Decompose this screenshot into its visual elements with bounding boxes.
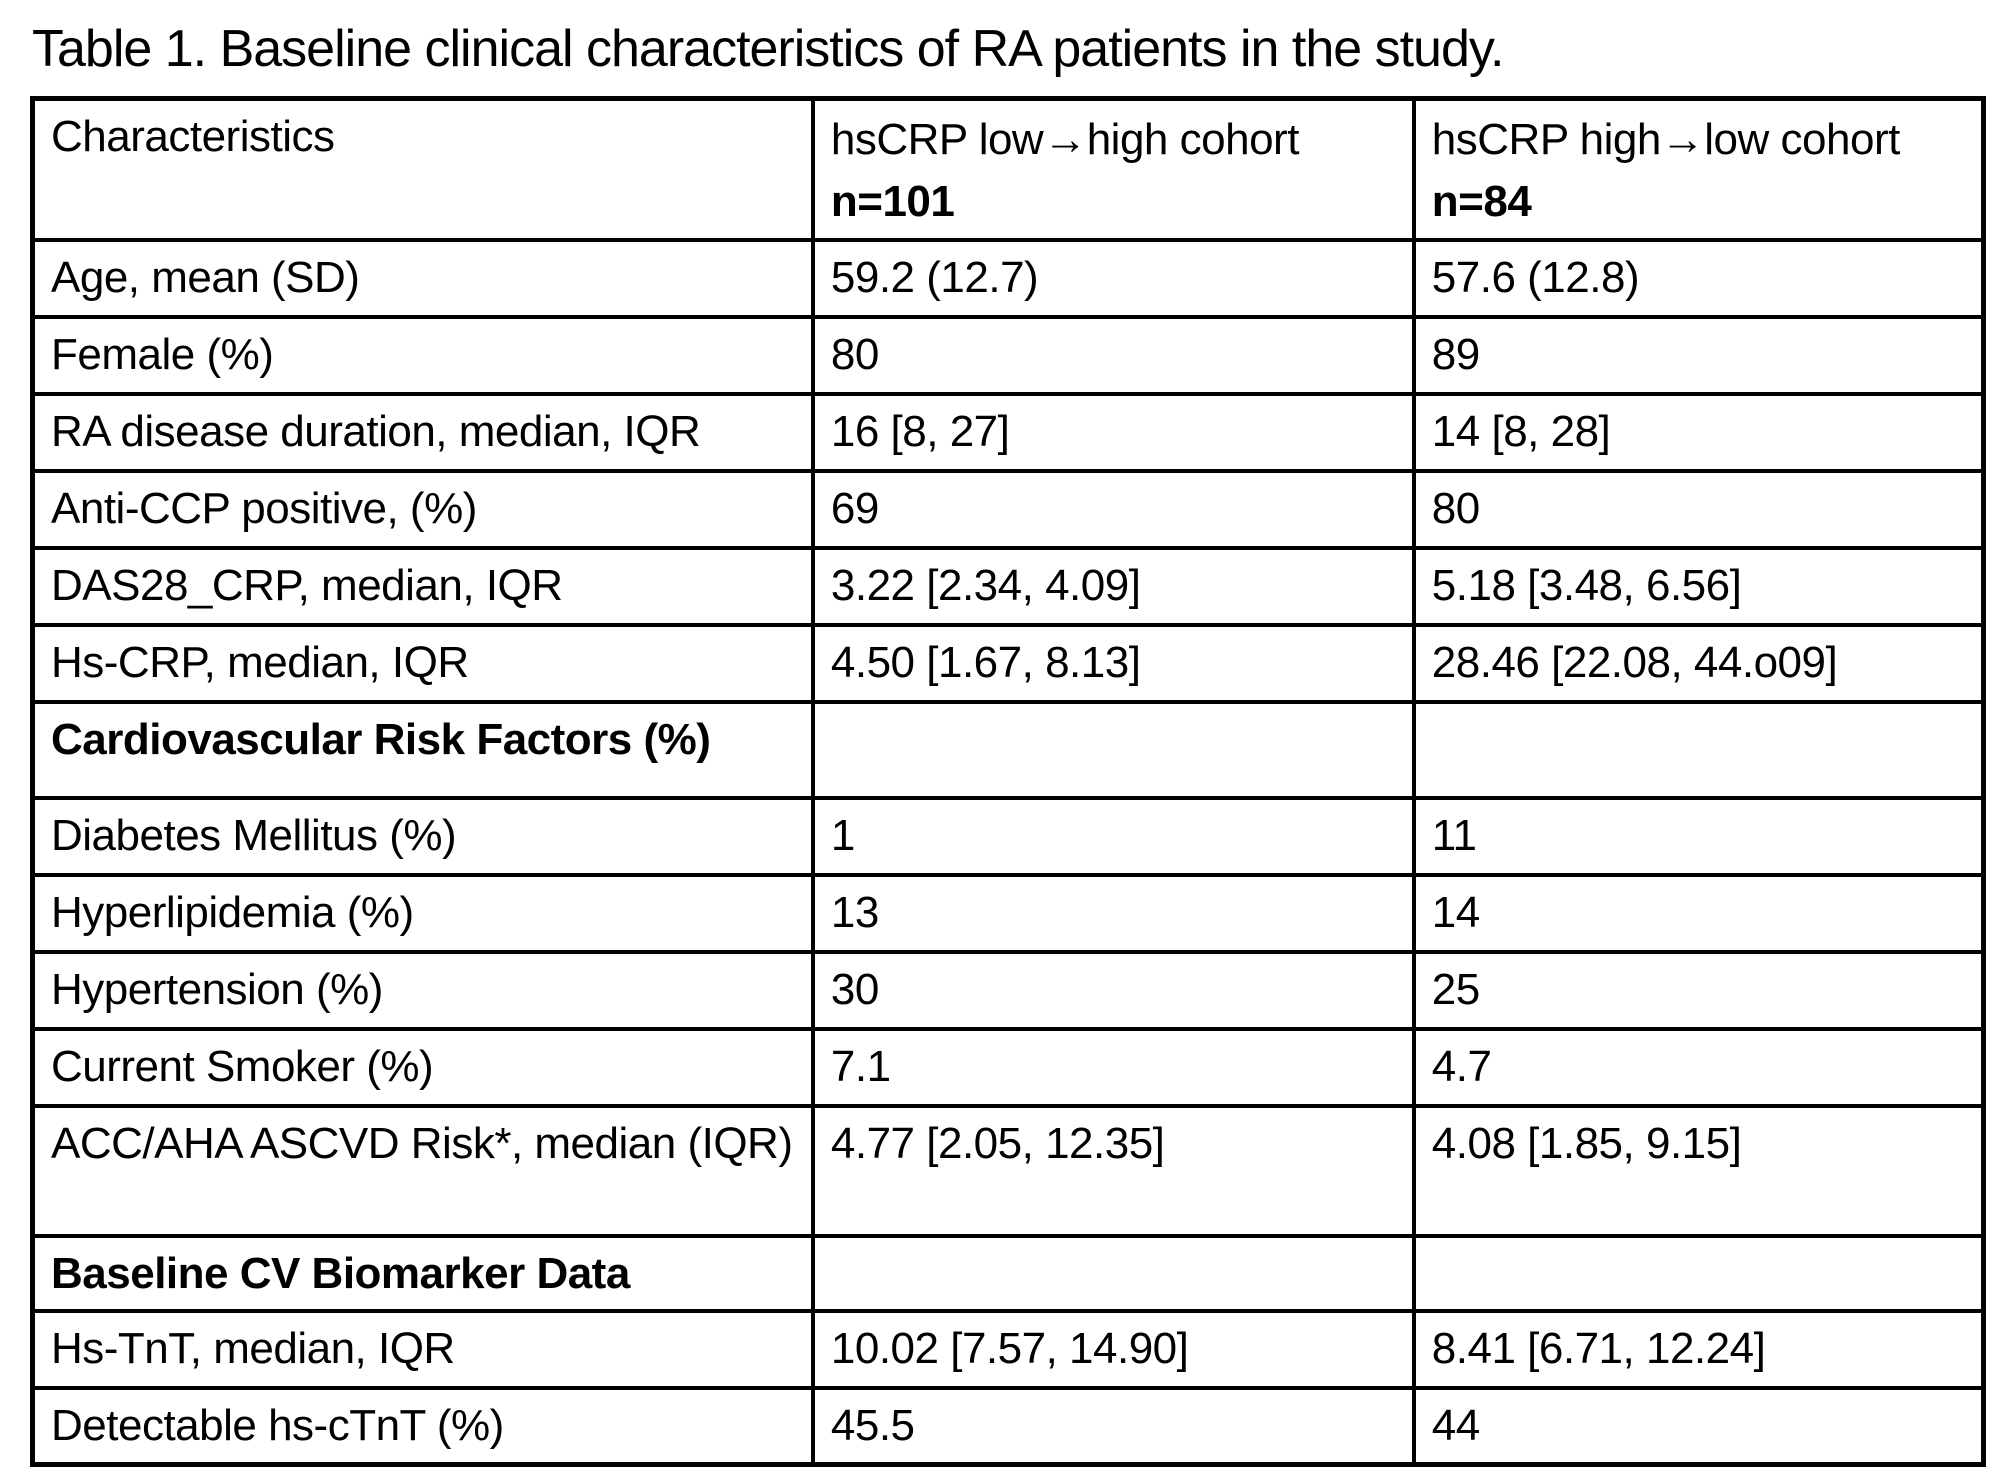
table-title: Table 1. Baseline clinical characteristi… (32, 20, 1504, 78)
row-label: Female (%) (30, 314, 815, 396)
row-value-cohort1: 4.50 [1.67, 8.13] (810, 622, 1416, 704)
table-row-hs-tnt: Hs-TnT, median, IQR 10.02 [7.57, 14.90] … (30, 1308, 1986, 1390)
table-header-row: Characteristics hsCRP low→high cohort n=… (30, 96, 1986, 242)
table-row-age: Age, mean (SD) 59.2 (12.7) 57.6 (12.8) (30, 237, 1986, 319)
section-label: Cardiovascular Risk Factors (%) (30, 699, 815, 800)
row-value-cohort1: 3.22 [2.34, 4.09] (810, 545, 1416, 627)
row-value-cohort2: 14 [8, 28] (1411, 391, 1986, 473)
header-characteristics: Characteristics (30, 96, 815, 242)
row-value-cohort2: 5.18 [3.48, 6.56] (1411, 545, 1986, 627)
row-value-cohort1: 59.2 (12.7) (810, 237, 1416, 319)
row-value-cohort2: 25 (1411, 949, 1986, 1031)
cohort1-name: hsCRP low→high cohort (830, 114, 1300, 164)
row-value-cohort2: 57.6 (12.8) (1411, 237, 1986, 319)
table-row-current-smoker: Current Smoker (%) 7.1 4.7 (30, 1026, 1986, 1108)
row-value-cohort2: 8.41 [6.71, 12.24] (1411, 1308, 1986, 1390)
row-label: Diabetes Mellitus (%) (30, 795, 815, 877)
section-row-baseline-cv-biomarker: Baseline CV Biomarker Data (30, 1233, 1986, 1313)
row-label: Hypertension (%) (30, 949, 815, 1031)
header-cohort-low-to-high: hsCRP low→high cohort n=101 (810, 96, 1416, 242)
row-label: Hs-TnT, median, IQR (30, 1308, 815, 1390)
section-label: Baseline CV Biomarker Data (30, 1233, 815, 1313)
row-value-cohort1: 45.5 (810, 1385, 1416, 1467)
table-row-ascvd-risk: ACC/AHA ASCVD Risk*, median (IQR) 4.77 [… (30, 1103, 1986, 1238)
row-value-cohort2: 28.46 [22.08, 44.o09] (1411, 622, 1986, 704)
row-value-cohort1: 1 (810, 795, 1416, 877)
row-value-cohort1: 80 (810, 314, 1416, 396)
row-value-cohort1: 30 (810, 949, 1416, 1031)
row-value-cohort2: 14 (1411, 872, 1986, 954)
row-value-cohort1: 7.1 (810, 1026, 1416, 1108)
row-label: RA disease duration, median, IQR (30, 391, 815, 473)
row-value-cohort1: 10.02 [7.57, 14.90] (810, 1308, 1416, 1390)
row-value-cohort2: 11 (1411, 795, 1986, 877)
row-value-cohort2: 44 (1411, 1385, 1986, 1467)
row-label: Current Smoker (%) (30, 1026, 815, 1108)
section-empty-cell (810, 1233, 1416, 1313)
row-value-cohort1: 13 (810, 872, 1416, 954)
section-empty-cell (1411, 1233, 1986, 1313)
section-empty-cell (810, 699, 1416, 800)
row-label: Hs-CRP, median, IQR (30, 622, 815, 704)
row-value-cohort2: 80 (1411, 468, 1986, 550)
row-label: Detectable hs-cTnT (%) (30, 1385, 815, 1467)
baseline-characteristics-table: Characteristics hsCRP low→high cohort n=… (30, 95, 1986, 1468)
table-row-anti-ccp: Anti-CCP positive, (%) 69 80 (30, 468, 1986, 550)
cohort2-n: n=84 (1431, 177, 1532, 227)
row-value-cohort1: 16 [8, 27] (810, 391, 1416, 473)
row-label: DAS28_CRP, median, IQR (30, 545, 815, 627)
section-row-cardiovascular-risk-factors: Cardiovascular Risk Factors (%) (30, 699, 1986, 800)
row-label: Age, mean (SD) (30, 237, 815, 319)
row-label: Anti-CCP positive, (%) (30, 468, 815, 550)
table-row-hyperlipidemia: Hyperlipidemia (%) 13 14 (30, 872, 1986, 954)
cohort2-name: hsCRP high→low cohort (1431, 114, 1901, 164)
table-row-ra-duration: RA disease duration, median, IQR 16 [8, … (30, 391, 1986, 473)
header-cohort-high-to-low: hsCRP high→low cohort n=84 (1411, 96, 1986, 242)
row-label: ACC/AHA ASCVD Risk*, median (IQR) (30, 1103, 815, 1238)
table-row-das28-crp: DAS28_CRP, median, IQR 3.22 [2.34, 4.09]… (30, 545, 1986, 627)
row-label: Hyperlipidemia (%) (30, 872, 815, 954)
row-value-cohort2: 4.08 [1.85, 9.15] (1411, 1103, 1986, 1238)
table-row-female: Female (%) 80 89 (30, 314, 1986, 396)
section-empty-cell (1411, 699, 1986, 800)
row-value-cohort2: 89 (1411, 314, 1986, 396)
row-value-cohort1: 69 (810, 468, 1416, 550)
cohort1-n: n=101 (830, 177, 955, 227)
table-row-hs-crp: Hs-CRP, median, IQR 4.50 [1.67, 8.13] 28… (30, 622, 1986, 704)
table-row-hypertension: Hypertension (%) 30 25 (30, 949, 1986, 1031)
row-value-cohort2: 4.7 (1411, 1026, 1986, 1108)
table-row-detectable-hs-ctnt: Detectable hs-cTnT (%) 45.5 44 (30, 1385, 1986, 1467)
row-value-cohort1: 4.77 [2.05, 12.35] (810, 1103, 1416, 1238)
table-row-diabetes: Diabetes Mellitus (%) 1 11 (30, 795, 1986, 877)
